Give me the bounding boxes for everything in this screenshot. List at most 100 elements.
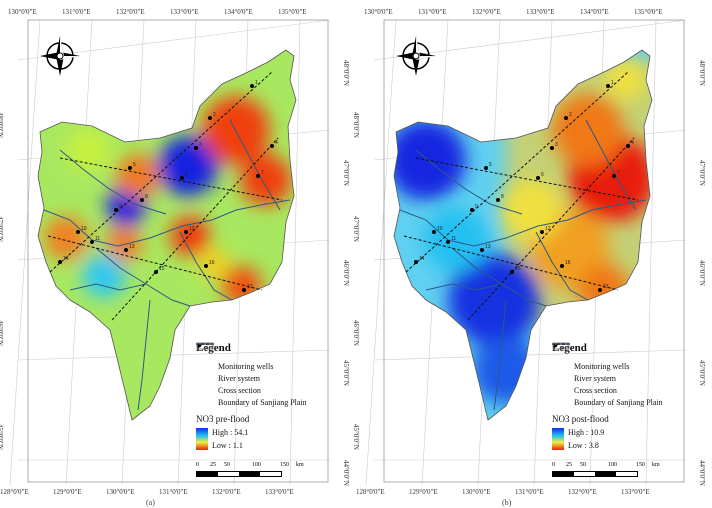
well-number: 10: [81, 226, 87, 232]
scale-bar: 0 25 50 100 150 km: [196, 462, 316, 477]
surface-blob: [198, 248, 230, 280]
top-tick-label: 135°0'0"E: [634, 8, 663, 16]
legend-variable: NO3 post-flood: [552, 414, 609, 424]
legend-item-wells: Monitoring wells: [196, 342, 346, 372]
monitoring-well: [154, 270, 158, 274]
legend-item-boundary: Boundary of Sanjiang Plain: [196, 342, 346, 408]
well-number: 10: [437, 226, 443, 232]
plain-boundary: [393, 49, 653, 421]
scale-number: 25: [566, 462, 572, 468]
monitoring-well: [484, 166, 488, 170]
left-tick-label: 46°0'0"N: [0, 320, 4, 346]
north-arrow-icon: [396, 36, 436, 76]
monitoring-well: [250, 84, 254, 88]
well-number: 13: [129, 244, 135, 250]
surface-blob: [448, 254, 540, 346]
top-tick-label: 132°0'0"E: [472, 8, 501, 16]
top-tick-label: 130°0'0"E: [364, 8, 393, 16]
river-line: [493, 299, 507, 411]
monitoring-well: [550, 146, 554, 150]
bottom-tick-label: 129°0'0"E: [409, 488, 438, 496]
well-number: 16: [565, 260, 571, 266]
right-tick-label: 47°0'0"N: [342, 160, 350, 186]
legend-title: Legend: [196, 342, 231, 354]
legend-item-label: River system: [218, 373, 260, 383]
interpolated-surface: [38, 50, 296, 420]
monitoring-well: [414, 260, 418, 264]
well-number: 16: [209, 260, 215, 266]
legend-title: Legend: [552, 342, 587, 354]
cross-section-line: [111, 137, 279, 321]
legend-item-river: River system: [552, 343, 702, 384]
well-number: 9: [119, 204, 122, 210]
well-number: 17: [247, 284, 253, 290]
cross-section-line: [47, 235, 263, 291]
well-number: 8: [145, 194, 148, 200]
top-tick-label: 134°0'0"E: [224, 8, 253, 16]
color-ramp: [196, 428, 208, 450]
bottom-tick-label: 130°0'0"E: [462, 488, 491, 496]
left-tick-label: 45°0'0"N: [352, 424, 360, 450]
surface-blob: [158, 136, 218, 196]
scale-number: 0: [552, 462, 555, 468]
monitoring-well: [564, 116, 568, 120]
scale-number: 100: [252, 462, 261, 468]
right-tick-label: 44°0'0"N: [698, 460, 706, 486]
monitoring-well: [204, 264, 208, 268]
legend-item-label: Boundary of Sanjiang Plain: [574, 397, 663, 407]
bottom-tick-label: 132°0'0"E: [212, 488, 241, 496]
well-number: 5: [489, 162, 492, 168]
surface-blob: [116, 154, 160, 198]
monitoring-well: [270, 144, 274, 148]
monitoring-well: [536, 176, 540, 180]
legend-item-label: River system: [574, 373, 616, 383]
monitoring-well: [114, 208, 118, 212]
bottom-tick-label: 129°0'0"E: [53, 488, 82, 496]
monitoring-well: [510, 270, 514, 274]
map-legend: Legend Monitoring wells River system Cross …: [196, 342, 346, 450]
scale-number: 25: [210, 462, 216, 468]
monitoring-well: [242, 288, 246, 292]
well-number: 3: [555, 142, 558, 148]
monitoring-well: [432, 230, 436, 234]
monitoring-well: [598, 288, 602, 292]
monitoring-well: [194, 146, 198, 150]
legend-variable: NO3 pre-flood: [196, 414, 250, 424]
legend-item-wells: Monitoring wells: [552, 342, 702, 372]
top-tick-label: 135°0'0"E: [278, 8, 307, 16]
well-number: 14: [63, 256, 69, 262]
surface-blob: [502, 180, 562, 240]
surface-blob: [424, 208, 488, 272]
cross-section-line: [467, 137, 635, 321]
scale-number: 50: [224, 462, 230, 468]
color-ramp: [552, 428, 564, 450]
left-tick-label: 45°0'0"N: [0, 424, 4, 450]
scale-number: 50: [580, 462, 586, 468]
surface-blob: [552, 94, 624, 166]
scale-number: 150: [280, 462, 289, 468]
right-tick-label: 44°0'0"N: [342, 460, 350, 486]
surface-blob: [202, 96, 270, 164]
well-number: 13: [485, 244, 491, 250]
well-number: 9: [475, 204, 478, 210]
well-number: 15: [159, 266, 165, 272]
well-number: 4: [631, 140, 634, 146]
left-tick-label: 48°0'0"N: [352, 112, 360, 138]
surface-blob: [472, 336, 540, 404]
scale-unit: km: [652, 462, 660, 468]
river-line: [59, 149, 167, 215]
monitoring-well: [606, 84, 610, 88]
well-number: 1: [611, 80, 614, 86]
well-number: 1: [255, 80, 258, 86]
top-tick-label: 133°0'0"E: [170, 8, 199, 16]
top-tick-label: 130°0'0"E: [8, 8, 37, 16]
right-tick-label: 46°0'0"N: [342, 260, 350, 286]
well-number: 12: [189, 226, 195, 232]
well-number: 6: [541, 172, 544, 178]
well-number: 6: [185, 172, 188, 178]
cross-section-line: [59, 157, 283, 201]
well-number: 11: [95, 236, 100, 242]
panel-label: (a): [146, 498, 155, 507]
